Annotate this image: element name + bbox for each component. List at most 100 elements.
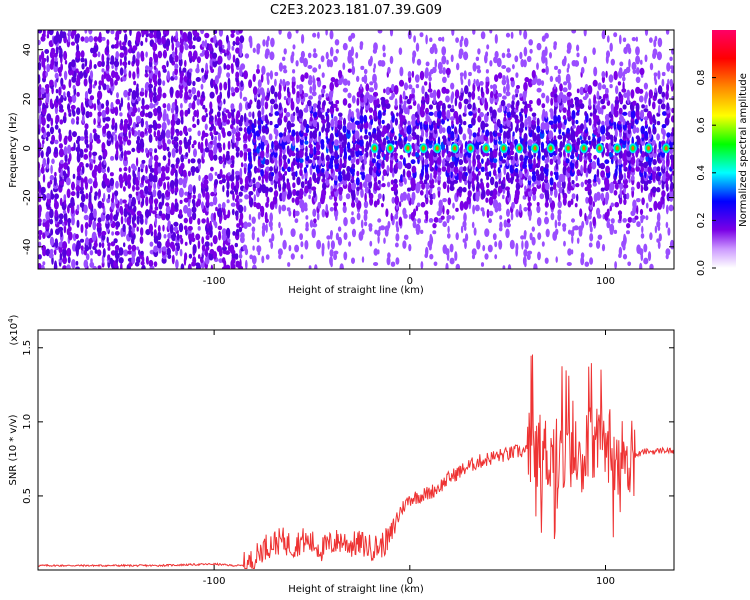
heatmap-cell	[298, 109, 304, 119]
heatmap-cell	[180, 263, 185, 269]
heatmap-cell	[68, 129, 72, 137]
heatmap-cell	[63, 194, 67, 201]
heatmap-cell	[329, 207, 334, 212]
heatmap-cell	[84, 123, 89, 130]
heatmap-cell	[623, 193, 628, 200]
heatmap-cell	[132, 71, 136, 80]
heatmap-cell	[318, 131, 321, 137]
heatmap-cell	[434, 177, 437, 183]
snr-x-tick-label: -100	[203, 576, 226, 587]
heatmap-cell	[541, 92, 546, 99]
heatmap-cell	[563, 55, 567, 64]
heatmap-cell	[236, 110, 241, 119]
heatmap-cell	[424, 210, 429, 216]
heatmap-cell	[90, 258, 93, 264]
heatmap-cell	[231, 252, 237, 259]
heatmap-cell	[227, 238, 231, 243]
heatmap-cell	[83, 214, 89, 221]
heatmap-y-tick-label: 0	[22, 145, 33, 151]
heatmap-cell	[605, 87, 609, 95]
heatmap-cell	[124, 216, 127, 223]
heatmap-cell	[197, 218, 201, 225]
heatmap-cell	[293, 111, 296, 117]
heatmap-cell	[217, 55, 223, 65]
heatmap-cell	[325, 93, 329, 98]
heatmap-cell	[587, 85, 593, 95]
heatmap-cell	[515, 72, 519, 78]
heatmap-cell	[243, 151, 248, 157]
heatmap-cell	[516, 121, 519, 132]
heatmap-cell	[532, 182, 535, 187]
heatmap-y-tick-label: -20	[22, 189, 33, 205]
heatmap-cell	[166, 247, 171, 256]
heatmap-cell	[523, 230, 527, 237]
heatmap-cell	[605, 70, 608, 78]
heatmap-cell	[498, 140, 503, 145]
heatmap-cell	[503, 219, 507, 228]
heatmap-cell	[296, 176, 301, 186]
heatmap-cell	[490, 91, 494, 98]
heatmap-cell	[153, 130, 157, 138]
heatmap-cell	[251, 264, 257, 269]
heatmap-cell	[635, 198, 641, 203]
heatmap-cell	[441, 46, 447, 56]
heatmap-cell	[641, 104, 645, 109]
heatmap-cell	[221, 110, 225, 117]
heatmap-cell	[506, 222, 511, 228]
heatmap-cell	[166, 113, 169, 123]
heatmap-cell	[224, 250, 231, 255]
heatmap-cell	[163, 234, 167, 239]
heatmap-cell	[66, 90, 71, 98]
heatmap-cell	[649, 37, 653, 43]
heatmap-cell	[309, 165, 313, 176]
heatmap-cell	[518, 169, 523, 179]
heatmap-cell	[441, 102, 446, 112]
heatmap-cell	[256, 245, 262, 253]
heatmap-cell	[463, 148, 467, 153]
heatmap-cell	[626, 230, 630, 235]
heatmap-cell	[454, 251, 458, 262]
heatmap-cell	[303, 132, 308, 137]
heatmap-cell	[506, 75, 509, 84]
heatmap-cell	[387, 220, 391, 229]
heatmap-cell	[671, 107, 674, 114]
heatmap-cell	[271, 233, 275, 242]
heatmap-cell	[171, 254, 175, 265]
heatmap-cell	[140, 117, 144, 128]
heatmap-cell	[652, 48, 658, 56]
heatmap-cell	[107, 194, 111, 200]
heatmap-cell	[162, 136, 166, 146]
heatmap-cell	[38, 149, 41, 158]
heatmap-cell	[38, 123, 41, 129]
heatmap-cell	[644, 54, 648, 63]
heatmap-cell	[556, 114, 561, 124]
heatmap-cell	[70, 118, 75, 125]
heatmap-cell	[350, 46, 354, 57]
heatmap-cell	[46, 146, 52, 155]
heatmap-cell	[152, 95, 158, 103]
heatmap-cell	[638, 95, 644, 103]
heatmap-cell	[669, 173, 673, 183]
heatmap-cell	[390, 261, 396, 267]
heatmap-cell	[654, 87, 657, 94]
heatmap-cell	[67, 226, 72, 232]
heatmap-cell	[670, 132, 674, 137]
heatmap-cell	[41, 244, 46, 252]
heatmap-cell	[338, 170, 342, 176]
heatmap-cell	[46, 131, 51, 137]
heatmap-cell	[411, 87, 416, 95]
heatmap-cell	[208, 43, 213, 52]
heatmap-cell	[657, 148, 661, 153]
heatmap-cell	[115, 140, 119, 151]
heatmap-cell	[480, 178, 483, 183]
heatmap-cell	[355, 158, 360, 165]
heatmap-cell	[567, 63, 570, 70]
heatmap-cell	[153, 65, 157, 71]
heatmap-cell	[80, 36, 85, 42]
heatmap-cell	[87, 178, 93, 185]
heatmap-cell	[623, 149, 628, 157]
heatmap-cell	[123, 249, 129, 257]
heatmap-cell	[264, 101, 269, 110]
heatmap-cell	[115, 98, 121, 105]
heatmap-cell	[170, 163, 175, 169]
